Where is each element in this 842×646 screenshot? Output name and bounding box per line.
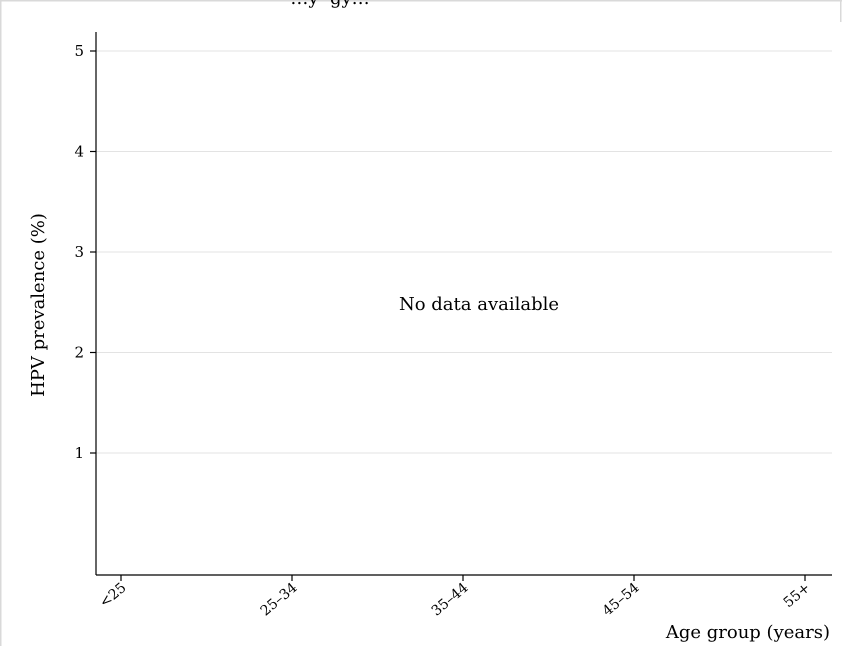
x-tick-label: 45–54 <box>600 580 643 620</box>
no-data-message: No data available <box>399 294 559 315</box>
y-tick-label: 5 <box>74 42 84 60</box>
y-tick-label: 2 <box>74 344 84 362</box>
y-tick-label: 1 <box>74 444 84 462</box>
frame-top-edge <box>0 0 842 2</box>
x-tick-label: <25 <box>97 580 130 611</box>
y-axis-title: HPV prevalence (%) <box>28 213 49 397</box>
chart-title-fragment: …y gy… <box>290 0 369 9</box>
y-ticks: 1 2 3 4 5 <box>74 42 96 462</box>
gridlines <box>96 51 832 453</box>
frame-left-edge <box>0 0 2 646</box>
x-ticks: <25 25–34 35–44 45–54 55+ <box>97 575 814 619</box>
x-tick-label: 25–34 <box>258 580 301 620</box>
y-tick-label: 4 <box>74 143 84 161</box>
x-tick-label: 55+ <box>781 580 814 611</box>
x-tick-label: 35–44 <box>429 580 472 620</box>
x-axis-title: Age group (years) <box>665 622 830 643</box>
frame-right-edge <box>840 0 842 22</box>
y-tick-label: 3 <box>74 243 84 261</box>
